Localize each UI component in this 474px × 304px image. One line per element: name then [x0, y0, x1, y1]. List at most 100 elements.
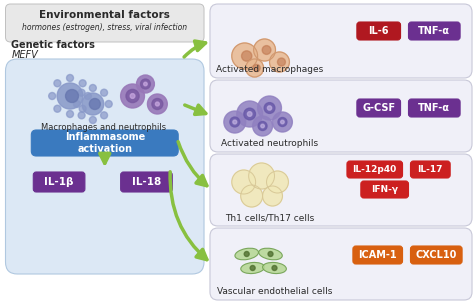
Circle shape: [263, 186, 283, 206]
Circle shape: [244, 108, 255, 120]
Circle shape: [84, 92, 91, 99]
Circle shape: [130, 94, 135, 98]
Circle shape: [249, 163, 274, 189]
FancyBboxPatch shape: [33, 172, 85, 192]
Ellipse shape: [235, 248, 258, 260]
Text: TNF-α: TNF-α: [418, 26, 450, 36]
Text: Vascular endothelial cells: Vascular endothelial cells: [217, 288, 332, 296]
Text: TNF-α: TNF-α: [418, 103, 450, 113]
Text: IL-6: IL-6: [368, 26, 389, 36]
Circle shape: [137, 75, 155, 93]
Circle shape: [258, 122, 267, 130]
Text: Macrophages and neutrophils: Macrophages and neutrophils: [41, 123, 166, 133]
Circle shape: [144, 82, 147, 86]
FancyBboxPatch shape: [31, 130, 178, 156]
Circle shape: [65, 89, 79, 102]
Circle shape: [268, 251, 273, 257]
Circle shape: [246, 59, 264, 77]
Text: Genetic factors: Genetic factors: [11, 40, 95, 50]
Circle shape: [273, 112, 292, 132]
Circle shape: [232, 170, 255, 194]
Circle shape: [73, 101, 81, 108]
Circle shape: [266, 171, 288, 193]
Ellipse shape: [263, 262, 286, 274]
Circle shape: [253, 64, 260, 72]
Circle shape: [247, 112, 252, 116]
Circle shape: [66, 110, 73, 118]
Circle shape: [147, 94, 167, 114]
Text: Inflammasome
activation: Inflammasome activation: [64, 132, 145, 154]
Circle shape: [241, 185, 263, 207]
Text: IL-17: IL-17: [418, 165, 443, 174]
FancyBboxPatch shape: [357, 22, 401, 40]
Circle shape: [79, 105, 86, 112]
Text: Activated macrophages: Activated macrophages: [216, 65, 323, 74]
FancyBboxPatch shape: [410, 161, 450, 178]
Circle shape: [54, 80, 61, 87]
Text: Environmental factors: Environmental factors: [39, 10, 170, 20]
Circle shape: [242, 51, 252, 61]
Circle shape: [230, 117, 240, 127]
FancyBboxPatch shape: [353, 246, 402, 264]
FancyBboxPatch shape: [210, 80, 472, 152]
Circle shape: [78, 112, 85, 119]
FancyBboxPatch shape: [210, 228, 472, 300]
Circle shape: [140, 79, 150, 89]
Circle shape: [79, 80, 86, 87]
FancyBboxPatch shape: [347, 161, 402, 178]
Text: IFN-γ: IFN-γ: [371, 185, 398, 194]
Text: IL-12p40: IL-12p40: [353, 165, 397, 174]
Circle shape: [272, 265, 277, 271]
Circle shape: [49, 92, 55, 99]
FancyBboxPatch shape: [6, 4, 204, 42]
Text: IL-18: IL-18: [132, 177, 161, 187]
Circle shape: [90, 98, 100, 109]
Circle shape: [54, 105, 61, 112]
FancyBboxPatch shape: [121, 172, 172, 192]
Text: G-CSF: G-CSF: [362, 103, 395, 113]
Text: Th1 cells/Th17 cells: Th1 cells/Th17 cells: [225, 213, 314, 223]
Circle shape: [278, 118, 287, 126]
Circle shape: [126, 89, 139, 103]
Ellipse shape: [241, 262, 264, 274]
FancyBboxPatch shape: [6, 59, 204, 274]
Circle shape: [250, 265, 255, 271]
FancyBboxPatch shape: [409, 99, 460, 117]
FancyBboxPatch shape: [409, 22, 460, 40]
FancyBboxPatch shape: [210, 4, 472, 78]
Circle shape: [90, 116, 96, 123]
Text: ICAM-1: ICAM-1: [358, 250, 397, 260]
Circle shape: [57, 83, 83, 109]
Circle shape: [244, 251, 249, 257]
Circle shape: [277, 58, 285, 66]
Circle shape: [100, 89, 108, 96]
Circle shape: [100, 112, 108, 119]
Circle shape: [78, 89, 85, 96]
FancyBboxPatch shape: [357, 99, 401, 117]
FancyBboxPatch shape: [361, 181, 409, 198]
Circle shape: [264, 103, 275, 113]
Circle shape: [66, 74, 73, 81]
Circle shape: [261, 124, 264, 128]
Text: Activated neutrophils: Activated neutrophils: [221, 140, 318, 148]
Text: IL-1β: IL-1β: [45, 177, 74, 187]
Circle shape: [233, 120, 237, 124]
Circle shape: [155, 102, 159, 106]
Circle shape: [232, 43, 257, 69]
Ellipse shape: [259, 248, 283, 260]
Circle shape: [257, 96, 282, 120]
Text: hormones (estrogen), stress, viral infection: hormones (estrogen), stress, viral infec…: [22, 22, 187, 32]
Circle shape: [82, 93, 104, 115]
FancyBboxPatch shape: [210, 154, 472, 226]
Circle shape: [270, 52, 290, 72]
Circle shape: [254, 39, 275, 61]
Circle shape: [105, 101, 112, 108]
Circle shape: [237, 101, 263, 127]
Circle shape: [152, 98, 163, 109]
Circle shape: [224, 111, 246, 133]
FancyBboxPatch shape: [410, 246, 462, 264]
Circle shape: [253, 116, 273, 136]
Circle shape: [262, 46, 271, 54]
Text: MEFV: MEFV: [11, 50, 38, 60]
Circle shape: [281, 120, 284, 124]
